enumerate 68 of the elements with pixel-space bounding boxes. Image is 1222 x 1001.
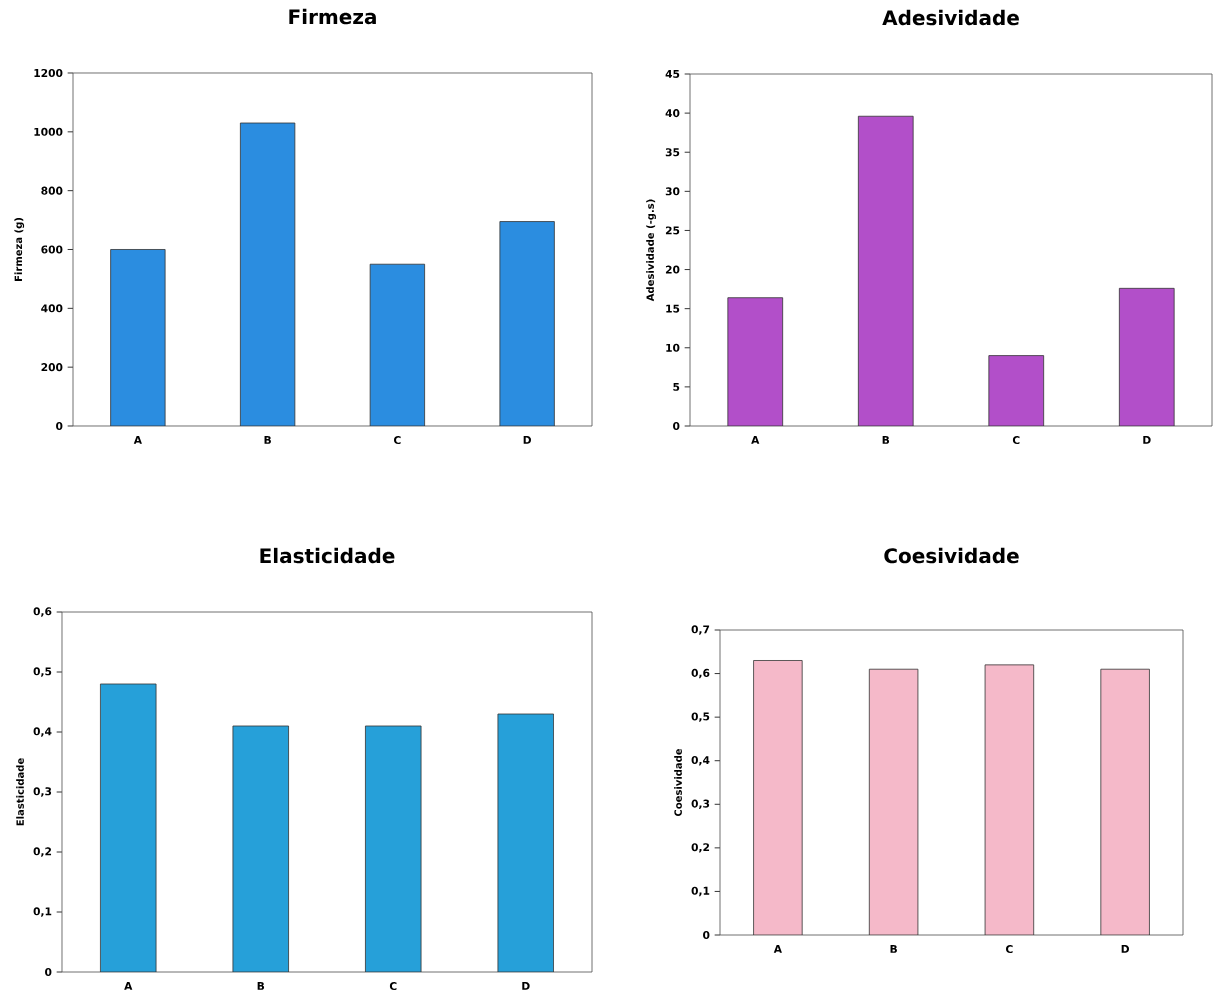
y-tick-label: 0,7 <box>691 625 710 635</box>
chart-title: Coesividade <box>884 547 1019 564</box>
bar <box>857 115 914 426</box>
y-tick-label: 0,3 <box>33 787 52 797</box>
y-tick-label: 1200 <box>34 68 63 78</box>
chart-title: Elasticidade <box>260 547 395 564</box>
y-axis-title: Firmeza (g) <box>14 218 25 281</box>
y-tick-label: 0,2 <box>33 847 52 857</box>
x-tick-label: D <box>1121 945 1129 953</box>
y-tick-label: 10 <box>666 343 680 352</box>
y-tick-label: 0,6 <box>691 668 710 679</box>
x-tick-label: B <box>264 436 271 444</box>
y-axis-title: Adesividade (-g.s) <box>646 199 656 302</box>
bar <box>988 355 1045 426</box>
y-tick-label: 0,3 <box>691 799 710 809</box>
y-tick-label: 0,4 <box>691 755 710 766</box>
y-tick-label: 15 <box>666 304 680 313</box>
y-tick-label: 25 <box>665 226 680 235</box>
x-tick-label: C <box>389 982 397 991</box>
bar <box>1118 287 1175 426</box>
y-tick-label: 200 <box>41 363 63 372</box>
bar <box>110 249 166 426</box>
y-tick-label: 5 <box>673 382 680 391</box>
x-tick-label: A <box>133 436 142 444</box>
y-tick-label: 0 <box>45 967 52 977</box>
y-tick-label: 1000 <box>34 127 63 136</box>
y-tick-label: 30 <box>665 187 680 196</box>
x-tick-label: D <box>1143 436 1151 444</box>
bar <box>239 122 296 426</box>
x-tick-label: B <box>257 982 265 990</box>
y-tick-label: 0,6 <box>33 607 52 617</box>
y-tick-label: 400 <box>41 304 63 313</box>
x-tick-label: C <box>393 436 401 445</box>
y-tick-label: 0,5 <box>33 667 52 677</box>
y-tick-label: 0 <box>673 421 680 431</box>
x-tick-label: D <box>522 982 530 990</box>
y-tick-label: 0 <box>56 421 63 431</box>
y-tick-label: 20 <box>665 265 680 274</box>
chart-title: Firmeza <box>289 8 376 25</box>
y-tick-label: 0,2 <box>691 843 710 853</box>
y-tick-label: 600 <box>41 245 63 254</box>
x-tick-label: B <box>890 945 897 953</box>
bar <box>232 725 289 972</box>
x-tick-label: A <box>751 436 760 444</box>
y-tick-label: 0,4 <box>33 727 52 737</box>
y-tick-label: 45 <box>665 70 680 78</box>
x-tick-label: A <box>124 982 133 990</box>
x-tick-label: B <box>882 436 890 444</box>
bar <box>499 221 555 426</box>
y-axis-title: Elasticidade <box>16 758 24 826</box>
x-tick-label: C <box>1012 436 1020 445</box>
bar <box>727 297 784 426</box>
y-tick-label: 0,5 <box>691 712 710 722</box>
y-tick-label: 35 <box>665 148 680 157</box>
bar <box>100 683 157 972</box>
y-tick-label: 0 <box>703 930 710 940</box>
chart-title: Adesividade <box>882 9 1019 26</box>
x-tick-label: C <box>1005 945 1013 954</box>
bar <box>365 725 422 972</box>
y-tick-label: 0,1 <box>691 886 710 897</box>
y-tick-label: 800 <box>41 186 63 195</box>
x-tick-label: A <box>773 945 782 953</box>
x-tick-label: D <box>523 436 531 444</box>
bar <box>369 263 426 426</box>
bar <box>497 713 554 972</box>
y-axis-title: Coesividade <box>674 748 682 817</box>
y-tick-label: 0,1 <box>33 907 52 917</box>
y-tick-label: 40 <box>665 109 680 118</box>
